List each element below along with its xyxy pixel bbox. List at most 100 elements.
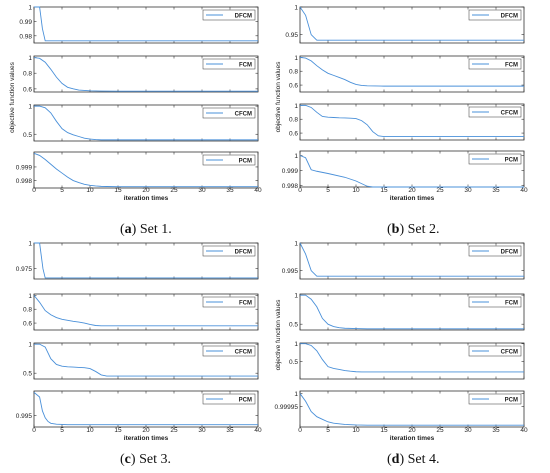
x-tick-label: 35 — [492, 427, 500, 434]
panel-fcm: 1 0.8 0.6 FCM — [289, 55, 525, 93]
x-tick-label: 40 — [254, 427, 262, 434]
y-tick-label: 0.99 — [19, 19, 32, 26]
legend-label: PCM — [239, 159, 252, 165]
series-line-dfcm — [299, 6, 524, 41]
x-tick-label: 5 — [60, 427, 64, 434]
legend-label: PCM — [505, 158, 518, 164]
y-tick-label: 1 — [294, 293, 298, 300]
legend-box — [202, 154, 256, 166]
legend-label: CFCM — [235, 350, 252, 356]
y-tick-label: 1 — [294, 391, 298, 398]
x-tick-label: 10 — [86, 187, 94, 194]
x-axis-label: iteration times — [124, 195, 169, 202]
series-line-fcm — [299, 56, 524, 87]
y-tick-label: 0.5 — [23, 371, 32, 378]
x-tick-label: 20 — [142, 427, 150, 434]
series-line-pcm — [299, 393, 524, 426]
y-tick-label: 0.5 — [289, 359, 298, 366]
y-tick-label: 1 — [294, 153, 298, 160]
legend-label: DFCM — [235, 250, 252, 256]
y-tick-label: 1 — [294, 55, 298, 62]
panel-cfcm: 1 0.8 0.6 CFCM — [289, 103, 525, 141]
x-tick-label: 30 — [198, 427, 206, 434]
series-line-cfcm — [34, 343, 258, 377]
legend-label: DFCM — [501, 14, 518, 20]
x-tick-label: 20 — [142, 187, 150, 194]
panel-dfcm: 1 0.995 DFCM — [282, 241, 525, 280]
series-line-fcm — [33, 295, 258, 327]
y-tick-label: 0.8 — [23, 71, 32, 78]
panel-dfcm: 1 0.99 0.98 DFCM — [19, 5, 259, 44]
panel-dfcm: 1 0.95 DFCM — [285, 5, 525, 44]
series-line-dfcm — [299, 242, 524, 277]
x-tick-label: 25 — [436, 187, 444, 194]
legend-label: PCM — [505, 398, 518, 404]
legend-label: DFCM — [501, 250, 518, 256]
y-tick-label: 0.6 — [23, 321, 32, 328]
x-tick-label: 30 — [464, 427, 472, 434]
caption-c-text: Set 3. — [139, 452, 171, 467]
x-tick-label: 25 — [436, 427, 444, 434]
series-line-dfcm — [34, 242, 258, 279]
x-tick-label: 30 — [464, 187, 472, 194]
x-tick-label: 15 — [380, 427, 388, 434]
series-line-pcm — [33, 392, 258, 426]
panel-fcm: 1 0.8 0.6 FCM — [23, 293, 259, 331]
caption-b-label: b — [391, 222, 400, 237]
caption-a: (a) Set 1. — [120, 222, 172, 237]
legend-label: FCM — [239, 301, 252, 307]
y-tick-label: 0.8 — [289, 69, 298, 76]
y-tick-label: 1 — [28, 293, 32, 300]
x-tick-label: 5 — [326, 187, 330, 194]
x-tick-label: 5 — [326, 427, 330, 434]
x-axis-label: iteration times — [390, 435, 435, 442]
caption-d: (d) Set 4. — [387, 452, 440, 467]
series-line-dfcm — [34, 6, 258, 42]
x-tick-label: 20 — [408, 427, 416, 434]
legend-box — [202, 345, 256, 357]
y-tick-label: 0.995 — [16, 413, 33, 420]
panel-pcm: 0.995 PCM — [16, 390, 259, 428]
y-tick-label: 0.975 — [16, 266, 33, 273]
y-tick-label: 0.5 — [23, 132, 32, 139]
legend-box — [468, 9, 522, 21]
y-axis-label: objective function values — [275, 299, 282, 371]
legend-box — [202, 296, 256, 308]
y-tick-label: 1 — [294, 5, 298, 12]
legend-box — [202, 393, 256, 405]
x-tick-label: 40 — [520, 427, 528, 434]
x-tick-label: 5 — [60, 187, 64, 194]
legend-box — [468, 153, 522, 165]
legend-label: PCM — [239, 398, 252, 404]
legend-box — [468, 58, 522, 70]
y-tick-label: 0.998 — [16, 178, 33, 185]
legend-label: DFCM — [235, 14, 252, 20]
caption-c: (c) Set 3. — [120, 452, 171, 467]
y-tick-label: 1 — [294, 341, 298, 348]
y-tick-label: 1 — [294, 241, 298, 248]
x-tick-label: 15 — [114, 187, 122, 194]
y-tick-label: 0.8 — [23, 307, 32, 314]
x-tick-label: 10 — [352, 187, 360, 194]
caption-a-label: a — [124, 222, 132, 237]
x-tick-label: 0 — [298, 187, 302, 194]
legend-box — [468, 245, 522, 257]
y-tick-label: 0.998 — [282, 183, 299, 190]
legend-box — [202, 245, 256, 257]
x-tick-label: 40 — [254, 187, 262, 194]
chart-set-c: 1 0.975 DFCM 1 0.8 0.6 FCM 1 0.5 CFCM 0.995 PCM 0 5 10… — [16, 241, 262, 443]
legend-box — [202, 58, 256, 70]
caption-b-text: Set 2. — [407, 222, 440, 237]
x-tick-label: 40 — [520, 187, 528, 194]
x-tick-label: 15 — [380, 187, 388, 194]
caption-d-label: d — [391, 452, 400, 467]
x-tick-label: 0 — [32, 427, 36, 434]
series-line-fcm — [33, 57, 258, 92]
y-axis-label: objective function values — [275, 61, 282, 133]
panel-cfcm: 1 0.5 CFCM — [23, 342, 259, 380]
panel-fcm: 1 0.5 FCM — [289, 293, 525, 331]
series-line-fcm — [300, 294, 524, 330]
y-tick-label: 1 — [28, 342, 32, 349]
chart-set-a: 10.990.98DFCM10.80.6FCM10.5CFCM0.9990.99… — [9, 5, 262, 203]
